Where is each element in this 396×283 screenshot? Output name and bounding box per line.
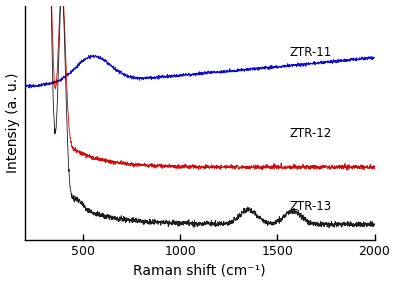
Text: ZTR-11: ZTR-11 bbox=[289, 46, 331, 59]
Text: ZTR-12: ZTR-12 bbox=[289, 127, 331, 140]
Text: ZTR-13: ZTR-13 bbox=[289, 200, 331, 213]
Y-axis label: Intensiy (a. u.): Intensiy (a. u.) bbox=[6, 72, 19, 173]
X-axis label: Raman shift (cm⁻¹): Raman shift (cm⁻¹) bbox=[133, 263, 266, 277]
